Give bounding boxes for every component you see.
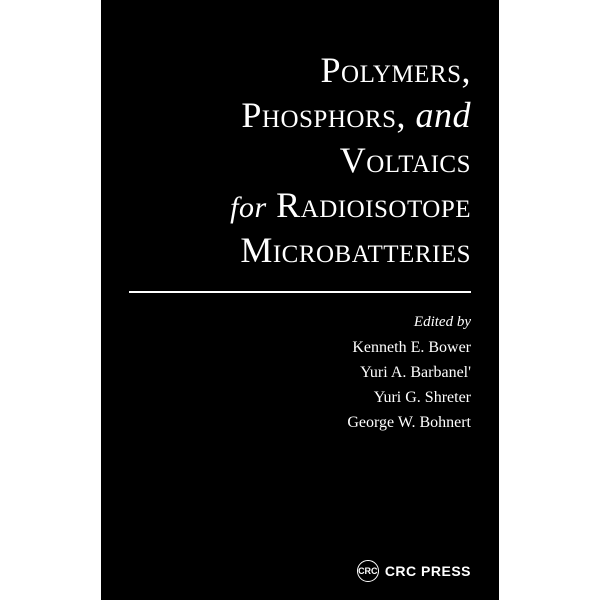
title-word-for: for — [230, 191, 267, 224]
title-word-polymers: Polymers, — [321, 50, 471, 90]
horizontal-rule — [129, 291, 471, 293]
title-word-microbatteries: Microbatteries — [240, 230, 471, 270]
title-word-and: and — [416, 95, 472, 135]
editor-name: Yuri G. Shreter — [129, 386, 471, 411]
title-word-voltaics: Voltaics — [340, 140, 471, 180]
edited-by-label: Edited by — [129, 311, 471, 334]
title-word-phosphors: Phosphors, — [241, 95, 406, 135]
editors-block: Edited by Kenneth E. Bower Yuri A. Barba… — [129, 311, 471, 435]
title-line-5: Microbatteries — [129, 228, 471, 273]
crc-logo-icon: CRC — [357, 560, 379, 582]
spacer — [129, 435, 471, 576]
title-word-radioisotope: Radioisotope — [276, 185, 471, 225]
book-cover: Polymers, Phosphors, and Voltaics for Ra… — [101, 0, 499, 600]
publisher-name: CRC PRESS — [385, 563, 471, 579]
title-line-2: Phosphors, and — [129, 93, 471, 138]
crc-logo-text: CRC — [358, 566, 378, 576]
editor-name: Yuri A. Barbanel' — [129, 361, 471, 386]
title-line-3: Voltaics — [129, 138, 471, 183]
editor-name: George W. Bohnert — [129, 411, 471, 436]
publisher-block: CRC CRC PRESS — [357, 560, 471, 582]
title-line-4: for Radioisotope — [129, 183, 471, 228]
editor-name: Kenneth E. Bower — [129, 336, 471, 361]
title-line-1: Polymers, — [129, 48, 471, 93]
title-block: Polymers, Phosphors, and Voltaics for Ra… — [129, 48, 471, 273]
